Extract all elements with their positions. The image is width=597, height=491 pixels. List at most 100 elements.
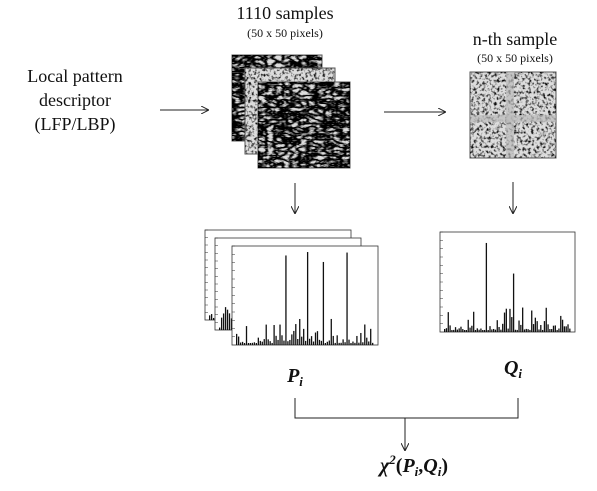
histogram-bar [322, 261, 325, 345]
histogram-bar [511, 317, 513, 332]
histogram-bar [462, 329, 464, 332]
histogram-bar [498, 327, 500, 332]
histogram-bar [281, 335, 283, 345]
histogram-bar [552, 325, 555, 332]
histogram-bar [536, 321, 538, 332]
histogram-bar [540, 324, 542, 332]
histogram-bar [269, 341, 271, 345]
histogram-bar [336, 335, 338, 345]
histogram-bar [236, 333, 238, 345]
histogram-bar [358, 342, 360, 345]
histogram-bar [243, 342, 246, 345]
samples-size: (50 x 50 pixels) [247, 26, 323, 40]
text: Local pattern [27, 66, 122, 86]
histogram-bar [285, 255, 287, 345]
histogram-bar [344, 342, 346, 345]
histogram-bar [551, 329, 553, 332]
histogram-bar [491, 329, 493, 332]
histogram-bar [512, 273, 515, 332]
histogram-bar [370, 328, 372, 345]
histogram-bar [489, 326, 491, 332]
text: (LFP/LBP) [34, 114, 115, 135]
histogram-bar [449, 325, 451, 332]
power: 2 [388, 452, 396, 467]
histogram-bar [463, 329, 466, 332]
histogram-bar [255, 342, 258, 345]
histogram-bar [224, 307, 227, 330]
histogram-bar [447, 312, 449, 332]
histogram-bar [467, 319, 469, 332]
histogram-bar [356, 335, 358, 345]
histogram-bar [295, 324, 297, 345]
result-formula: χ2(Pi,Qi) [377, 452, 448, 479]
histogram-bar [503, 312, 506, 332]
histogram-bar [372, 342, 374, 345]
histogram-bar [531, 310, 533, 332]
histogram-bar [320, 340, 323, 345]
p-label: Pi [286, 365, 303, 389]
histogram-bar [522, 307, 524, 332]
histogram-bar [308, 338, 311, 345]
histogram-bar [245, 326, 248, 345]
histogram-bar [237, 336, 240, 345]
histogram-bar [222, 313, 225, 330]
histogram-bar [520, 324, 522, 332]
histogram-bar [220, 317, 223, 330]
histogram-bar [297, 338, 299, 345]
samples-title: 1110 samples [236, 3, 333, 23]
histogram-bar [509, 308, 511, 332]
symbol: Q [504, 357, 518, 379]
histogram-bar [219, 327, 221, 330]
symbol: Q [423, 455, 437, 477]
histograms [204, 229, 576, 346]
separator: , [418, 455, 423, 477]
histogram-bar [306, 252, 309, 345]
histogram-bar [527, 329, 529, 332]
histogram-bar [350, 342, 352, 345]
histogram-bar [456, 329, 458, 332]
histogram-bar [312, 341, 315, 345]
histogram-bar [496, 320, 498, 332]
histogram-bar [483, 329, 486, 332]
histogram-bar [277, 339, 279, 345]
histogram-bar [328, 340, 330, 345]
histogram-bar [543, 321, 546, 332]
histogram-bar [471, 325, 473, 332]
histogram-bar [265, 324, 267, 345]
histogram-bar [561, 319, 564, 332]
histogram-bar [293, 330, 295, 345]
histogram-bar [560, 315, 562, 332]
histogram-bar [226, 309, 229, 330]
histogram-bar [458, 328, 460, 332]
histogram-bar [303, 328, 305, 345]
histogram-bar [259, 340, 261, 345]
symbol: P [401, 455, 415, 477]
histogram-bar [549, 329, 551, 332]
histogram-bar [482, 329, 484, 332]
histogram-bar [525, 328, 527, 332]
histogram-bar [279, 324, 281, 345]
histogram-bar [212, 317, 215, 320]
histogram-bar [366, 337, 368, 345]
histogram-bar [346, 252, 348, 345]
histogram-bar [338, 342, 340, 345]
histogram-bar [569, 328, 571, 332]
histogram-bar [239, 342, 242, 345]
bracket [294, 398, 519, 419]
histogram-bar [352, 341, 354, 345]
text: descriptor [39, 90, 111, 110]
histogram-bar [563, 326, 566, 332]
histogram-bar [465, 329, 468, 332]
histogram-bar [326, 341, 328, 345]
nth-title: n-th sample [473, 29, 557, 49]
histogram-bar [547, 324, 549, 332]
texture [470, 115, 556, 122]
paren: ( [396, 455, 403, 477]
q-label: Qi [504, 357, 522, 381]
histogram-bar [289, 339, 291, 345]
paren: ) [441, 455, 448, 477]
subscript: i [299, 374, 303, 389]
histogram-bar [275, 335, 277, 345]
histogram-bar [473, 311, 475, 332]
